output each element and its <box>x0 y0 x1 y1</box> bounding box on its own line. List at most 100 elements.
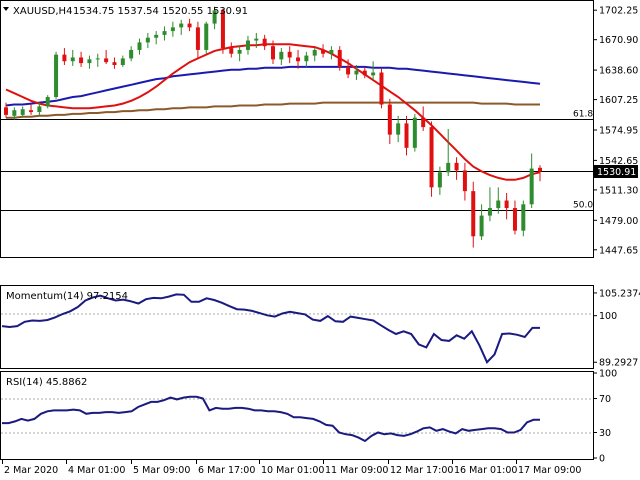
symbol-label: XAUUSD,H4 <box>13 6 72 17</box>
candle <box>37 102 42 116</box>
price-tick-label: 1702.25 <box>599 6 638 17</box>
x-tick-label: 4 Mar 01:00 <box>68 465 125 476</box>
main-price-layer: 61.8 50.0 <box>1 6 593 248</box>
candle-body <box>462 170 467 192</box>
candle-body <box>37 106 42 113</box>
candle <box>195 21 200 58</box>
candle-body <box>112 62 117 65</box>
candle-body <box>479 215 484 237</box>
momentum-layer <box>1 293 540 364</box>
momentum-title: Momentum(14) 97.2154 <box>6 291 128 302</box>
candle <box>262 34 267 50</box>
candle <box>45 95 50 109</box>
candle <box>287 46 292 64</box>
rsi-line <box>2 395 540 443</box>
price-tick-label: 1670.90 <box>599 35 638 46</box>
candle <box>471 181 476 248</box>
candle-body <box>454 162 459 171</box>
candle <box>304 51 309 67</box>
candle <box>504 193 509 220</box>
price-tick-label: 1511.30 <box>599 185 638 196</box>
candle-body <box>312 49 317 56</box>
rsi-panel-frame <box>0 371 594 460</box>
candle-body <box>120 58 125 65</box>
candle-body <box>496 200 501 209</box>
main-panel-frame <box>0 0 594 258</box>
candle <box>120 55 125 67</box>
candle-body <box>271 46 275 60</box>
candle-body <box>354 70 359 75</box>
candle <box>337 46 342 71</box>
candle <box>12 107 17 120</box>
price-tick-label: 1574.95 <box>599 125 638 136</box>
price-tick-label: 1607.25 <box>599 95 638 106</box>
candle-body <box>12 110 17 116</box>
candle-body <box>404 123 409 148</box>
candle-body <box>87 59 92 64</box>
candle-body <box>471 191 476 237</box>
candle <box>137 38 142 55</box>
candle <box>162 26 167 41</box>
candle <box>271 40 275 65</box>
candle-body <box>329 49 334 54</box>
candle <box>496 187 501 214</box>
candle <box>20 106 25 117</box>
candle-body <box>362 70 367 76</box>
ma-slow-line <box>6 101 540 119</box>
candle-body <box>4 107 8 115</box>
candle-body <box>154 34 159 38</box>
candle-body <box>346 66 351 75</box>
candle <box>104 49 109 65</box>
candle <box>204 21 209 54</box>
candle-body <box>446 162 451 173</box>
candle <box>371 61 376 81</box>
candle-body <box>538 167 542 172</box>
candle-body <box>220 10 225 49</box>
candle-body <box>437 172 442 188</box>
candle <box>279 48 284 65</box>
candle-body <box>279 51 284 60</box>
rsi-title: RSI(14) 45.8862 <box>6 377 87 388</box>
candle <box>179 19 184 35</box>
dropdown-triangle-icon[interactable] <box>3 7 9 11</box>
momentum-tick-label: 89.2927 <box>599 358 638 369</box>
candle <box>446 129 451 177</box>
price-tick-label: 1542.65 <box>599 156 638 167</box>
candle-body <box>79 57 84 64</box>
price-tick-label: 1447.65 <box>599 245 638 256</box>
x-tick-label: 6 Mar 17:00 <box>198 465 255 476</box>
candle-body <box>321 49 326 54</box>
candle-body <box>195 27 200 50</box>
momentum-tick-label: 100 <box>599 311 617 322</box>
ma-fast-line <box>5 43 541 181</box>
candle <box>54 51 59 99</box>
candle-body <box>504 200 509 209</box>
candle-body <box>387 104 392 135</box>
candle <box>296 49 301 69</box>
candle-body <box>421 117 426 128</box>
current-price-label: 1530.91 <box>597 167 636 178</box>
candle-body <box>412 117 417 148</box>
price-tick-label: 1638.60 <box>599 66 638 77</box>
candle <box>412 113 417 152</box>
candle <box>329 46 334 60</box>
rsi-tick-label: 70 <box>599 394 611 405</box>
candle <box>479 204 484 241</box>
x-tick-label: 10 Mar 01:00 <box>261 465 324 476</box>
candle <box>421 106 426 131</box>
candle <box>154 31 159 45</box>
rsi-tick-label: 30 <box>599 428 611 439</box>
candle-body <box>337 49 342 67</box>
candle <box>379 68 384 109</box>
candle <box>229 42 234 58</box>
candle-body <box>396 123 401 135</box>
axis-layer: 1702.25 1670.90 1638.60 1607.25 1574.95 1542.… <box>2 6 640 476</box>
candle <box>220 8 225 54</box>
candle-body <box>145 37 150 43</box>
candle-body <box>54 54 59 97</box>
candle-body <box>187 23 192 28</box>
candle-body <box>379 72 384 105</box>
candle <box>70 49 75 66</box>
candle <box>79 51 84 67</box>
